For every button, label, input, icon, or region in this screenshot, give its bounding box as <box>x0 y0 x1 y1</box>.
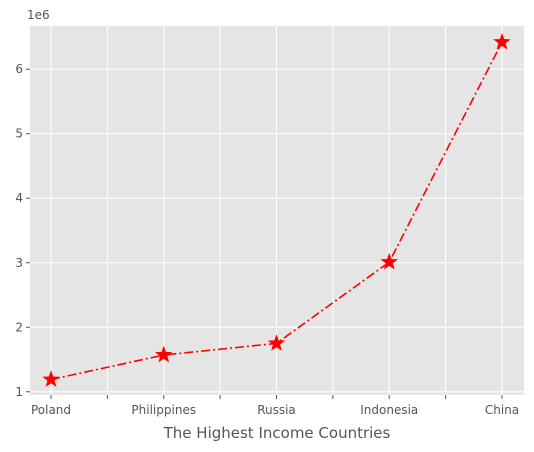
y-tick-label: 6 <box>15 62 23 76</box>
y-tick-label: 3 <box>15 256 23 270</box>
y-tick-label: 2 <box>15 320 23 334</box>
data-point-star <box>155 345 173 363</box>
data-point-star <box>380 252 398 270</box>
y-tick-label: 1 <box>15 385 23 399</box>
y-tick-label: 5 <box>15 127 23 141</box>
x-tick-label: Poland <box>31 403 71 417</box>
y-tick-label: 4 <box>15 191 23 205</box>
series-group <box>42 32 511 387</box>
data-point-star <box>42 370 60 387</box>
data-point-star <box>267 334 286 351</box>
x-axis-label: The Highest Income Countries <box>163 424 391 442</box>
axis-ticks: 1 2 3 4 5 6 Poland Philippines Russia Indonesia Ch… <box>15 62 519 417</box>
grid-lines <box>30 26 524 395</box>
x-tick-label: Philippines <box>131 403 196 417</box>
y-axis-offset-label: 1e6 <box>27 8 50 22</box>
x-tick-label: Russia <box>257 403 296 417</box>
data-point-star <box>493 32 511 50</box>
x-tick-label: Indonesia <box>360 403 418 417</box>
x-tick-label: China <box>485 403 519 417</box>
